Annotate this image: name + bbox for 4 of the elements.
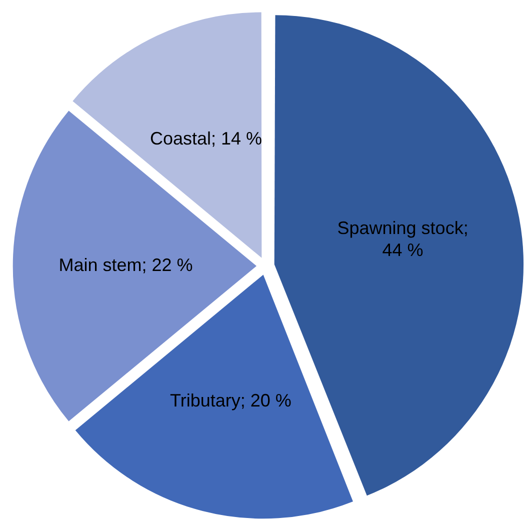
slice-label: Main stem; 22 % bbox=[58, 254, 193, 275]
slice-label: Coastal; 14 % bbox=[150, 128, 262, 149]
slice-label: Spawning stock; 44 % bbox=[337, 218, 468, 260]
slice-label: Tributary; 20 % bbox=[170, 390, 292, 410]
